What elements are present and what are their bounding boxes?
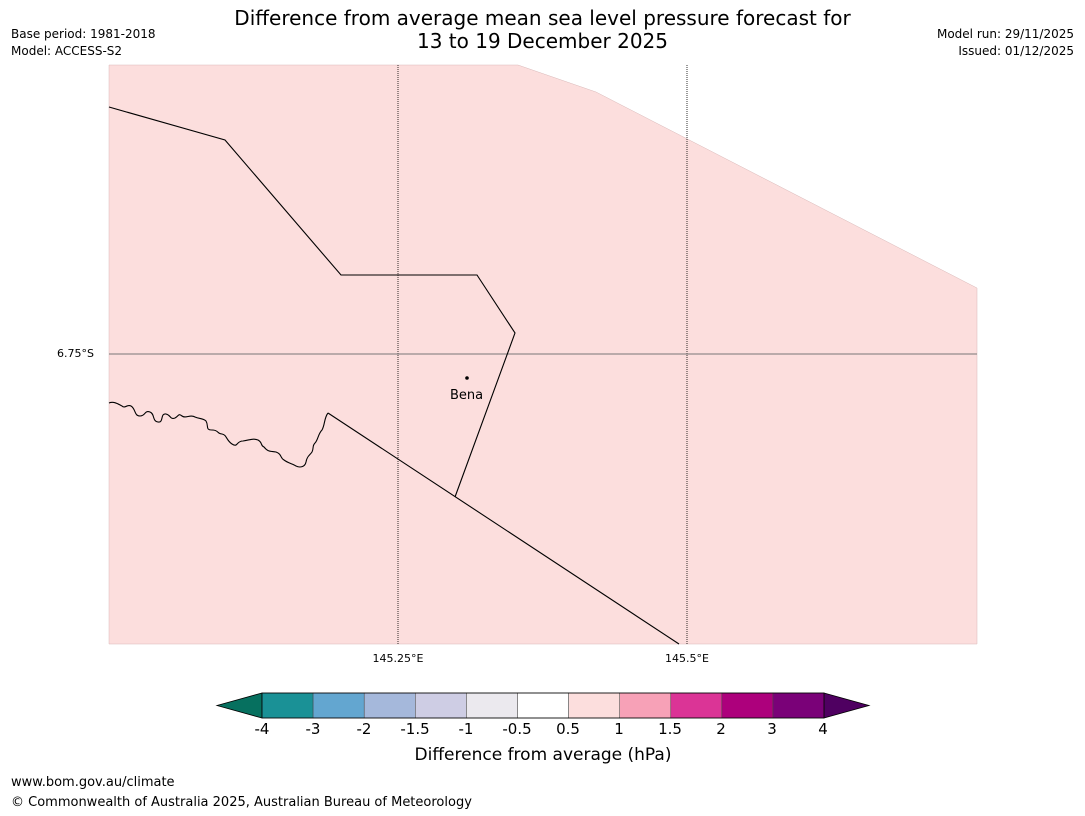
province-boundary — [108, 106, 516, 498]
meta-left: Base period: 1981-2018 Model: ACCESS-S2 — [11, 26, 156, 60]
province-boundary — [327, 412, 680, 645]
footer-copyright: © Commonwealth of Australia 2025, Austra… — [11, 795, 472, 810]
colorbar-tick-label: -3 — [305, 720, 321, 738]
lon-label: 145.25°E — [372, 652, 424, 665]
title-line-2: 13 to 19 December 2025 — [416, 29, 668, 53]
colorbar-tick-label: -1.5 — [400, 720, 430, 738]
lat-label: 6.75°S — [57, 347, 94, 360]
colorbar-tick-label: 0.5 — [556, 720, 580, 738]
colorbar-tick-label: -2 — [356, 720, 372, 738]
colorbar-tick-label: 4 — [818, 720, 828, 738]
issued-label: Issued: 01/12/2025 — [958, 44, 1074, 58]
colorbar-tick-label: 1.5 — [658, 720, 682, 738]
colorbar-title: Difference from average (hPa) — [414, 745, 672, 765]
place-marker — [465, 376, 469, 380]
colorbar-tick-label: -1 — [458, 720, 474, 738]
river-line — [108, 401, 329, 468]
map-title: Difference from average mean sea level p… — [0, 7, 1085, 53]
base-period-label: Base period: 1981-2018 — [11, 27, 156, 41]
colorbar-tick-label: 1 — [614, 720, 624, 738]
place-label: Bena — [450, 388, 484, 403]
colorbar-tick-label: 2 — [716, 720, 726, 738]
lon-label: 145.5°E — [665, 652, 709, 665]
model-run-label: Model run: 29/11/2025 — [936, 27, 1074, 41]
title-line-1: Difference from average mean sea level p… — [234, 6, 851, 30]
footer-url[interactable]: www.bom.gov.au/climate — [11, 775, 175, 790]
colorbar-tick-label: -4 — [254, 720, 270, 738]
model-label: Model: ACCESS-S2 — [11, 44, 123, 58]
colorbar-tick-label: -0.5 — [502, 720, 532, 738]
meta-right: Model run: 29/11/2025 Issued: 01/12/2025 — [937, 26, 1074, 60]
colorbar-tick-label: 3 — [767, 720, 777, 738]
